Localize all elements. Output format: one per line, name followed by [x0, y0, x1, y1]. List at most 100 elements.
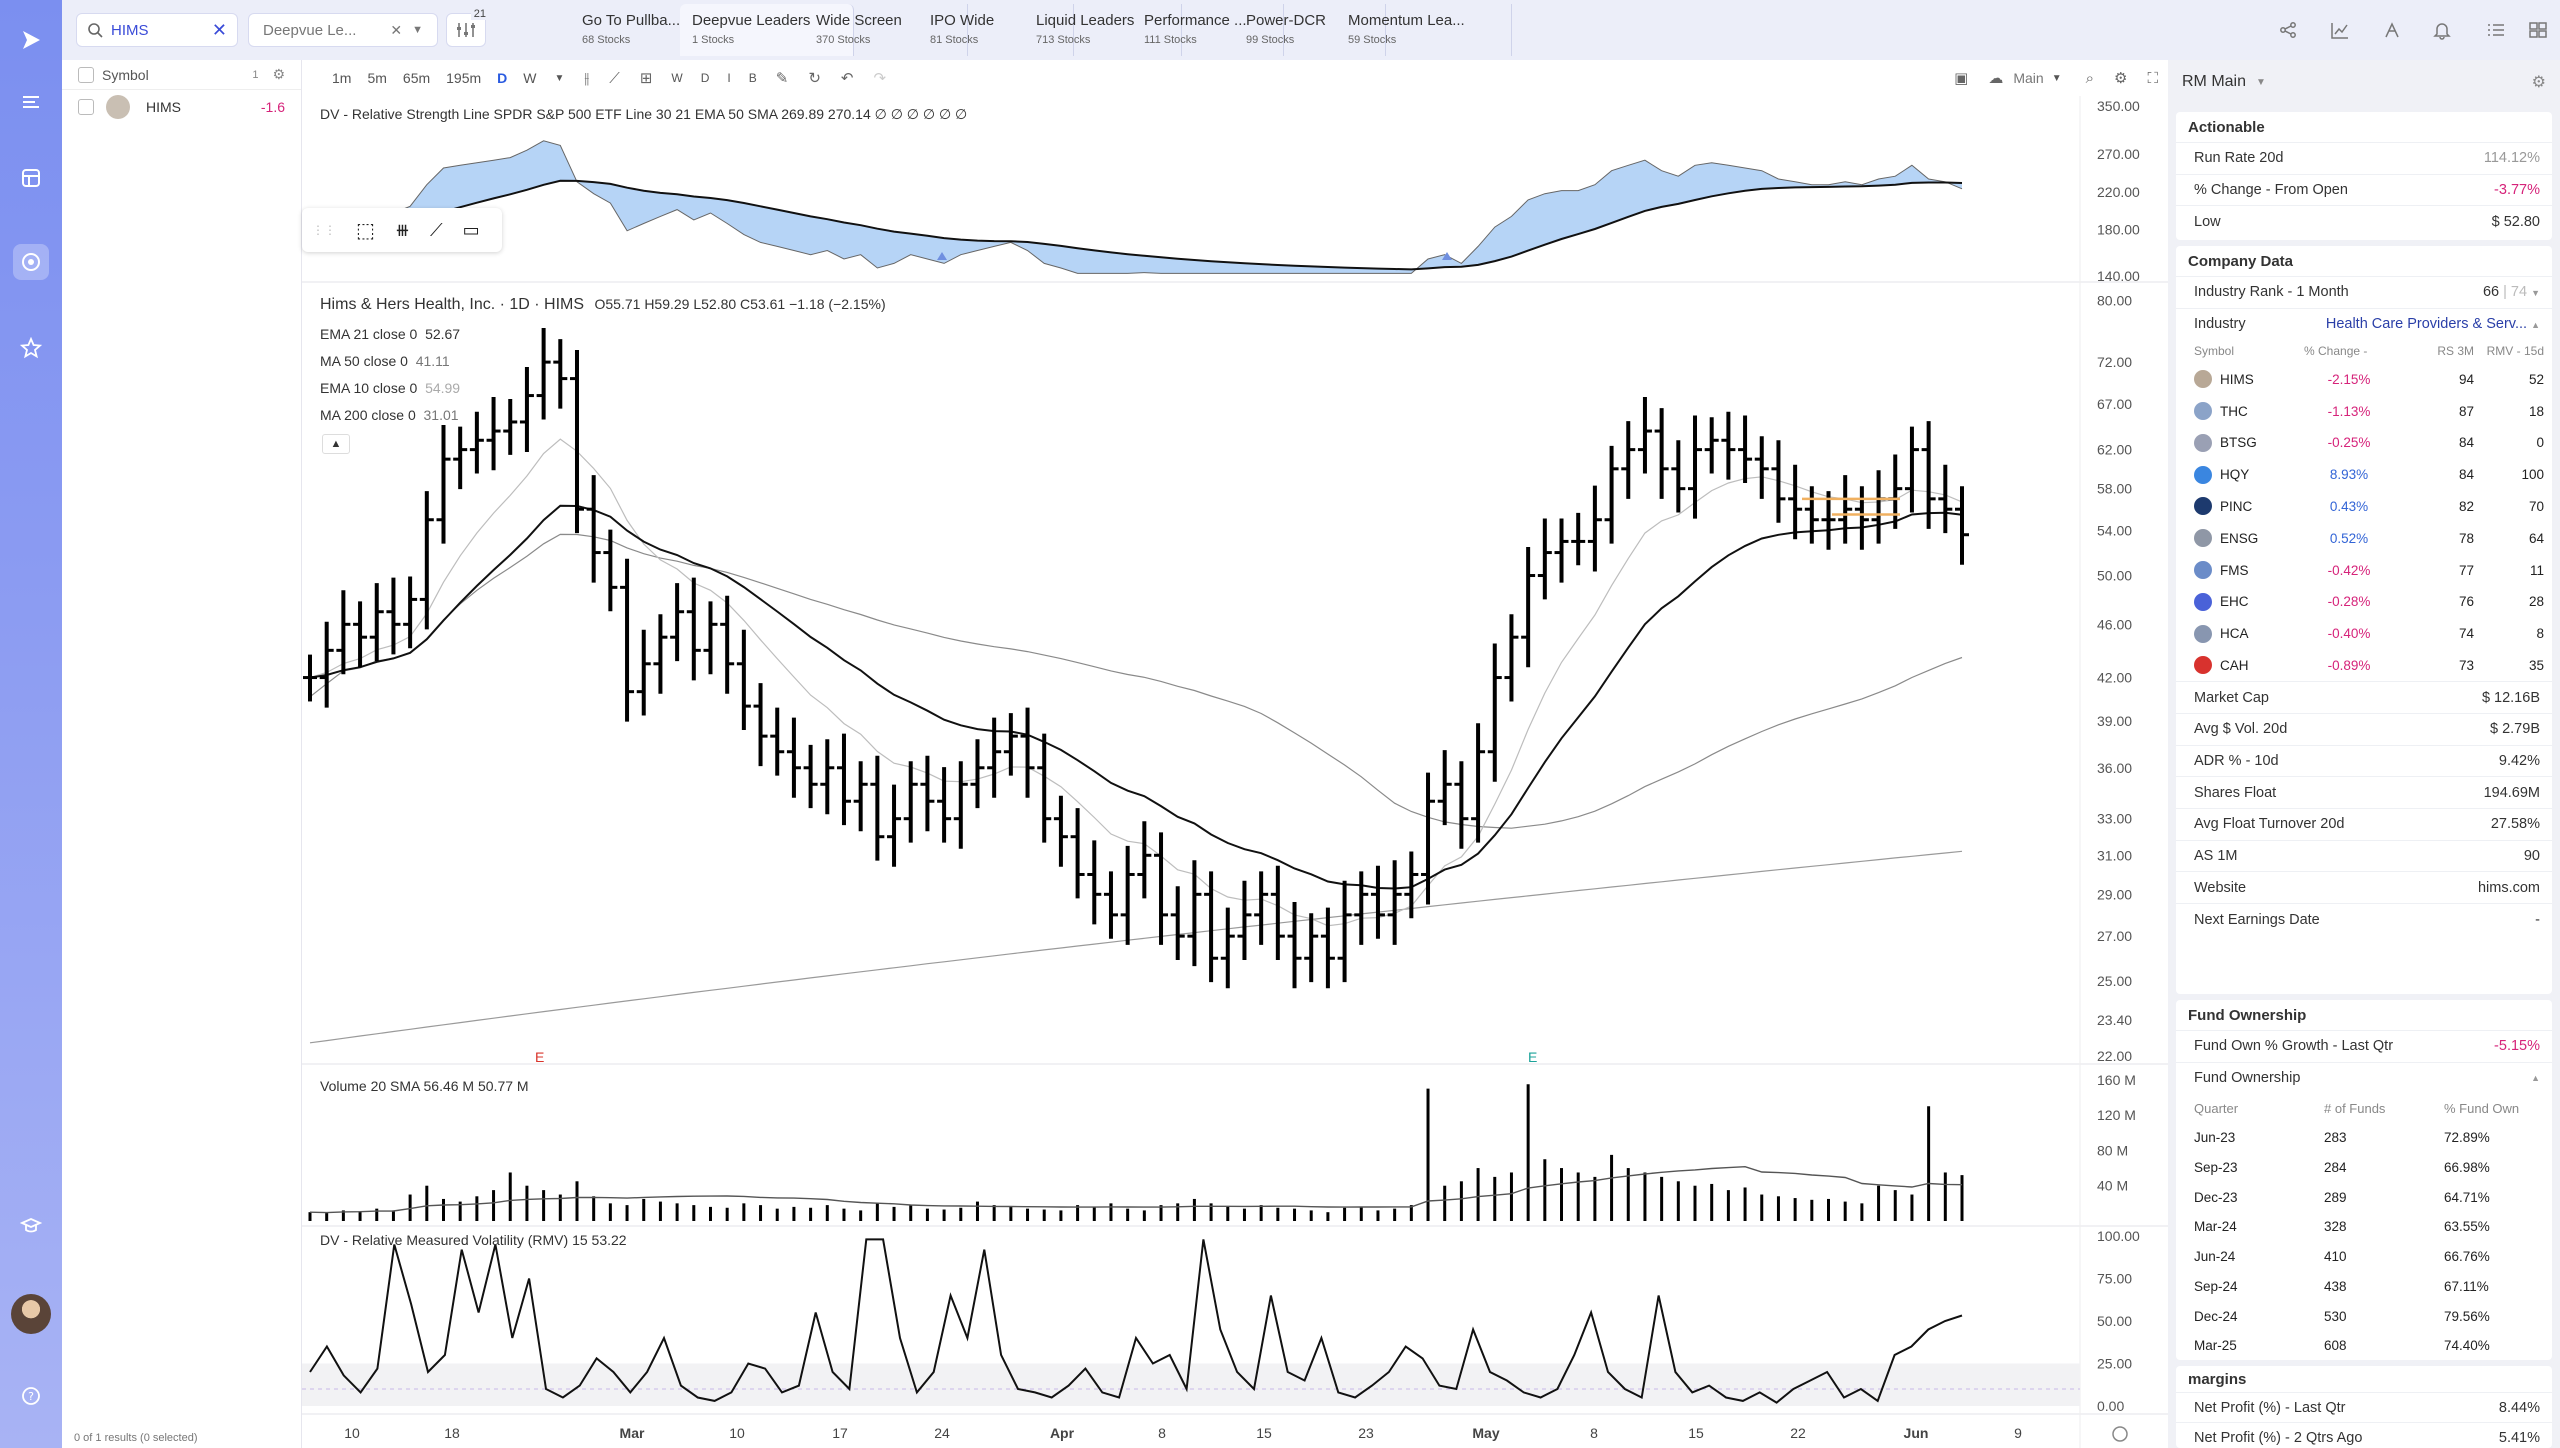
- bar-mode-button[interactable]: I: [727, 71, 731, 85]
- fib-tool-icon[interactable]: ⧻: [394, 219, 410, 240]
- layout-icon[interactable]: [13, 160, 49, 196]
- bell-icon[interactable]: [2430, 18, 2454, 42]
- peer-row[interactable]: CAH -0.89% 73 35: [2176, 650, 2552, 682]
- watchlist-tab[interactable]: Wide Screen 370 Stocks: [804, 4, 968, 56]
- education-cap-icon[interactable]: [13, 1208, 49, 1244]
- chart-settings-icon[interactable]: ⚙: [2114, 70, 2128, 87]
- peer-column-header[interactable]: RS 3M: [2437, 344, 2474, 359]
- watchlist-tab[interactable]: Momentum Lea... 59 Stocks: [1336, 4, 1512, 56]
- peer-row[interactable]: ENSG 0.52% 78 64: [2176, 522, 2552, 554]
- peer-column-header[interactable]: RMV - 15d: [2486, 344, 2544, 359]
- fund-ownership-header[interactable]: Fund Ownership: [2188, 1006, 2307, 1024]
- watchlist-select[interactable]: Deepvue Le... ✕ ▼: [248, 13, 438, 47]
- timeframe-button[interactable]: 195m: [446, 70, 482, 86]
- rectangle-tool-icon[interactable]: ⬚: [356, 219, 375, 242]
- draw-pen-icon[interactable]: ✎: [775, 70, 789, 87]
- search-input[interactable]: HIMS: [111, 21, 149, 39]
- peer-row[interactable]: FMS -0.42% 77 11: [2176, 554, 2552, 586]
- watchlist-tab[interactable]: Liquid Leaders 713 Stocks: [1024, 4, 1182, 56]
- list-view-icon[interactable]: [2484, 18, 2508, 42]
- note-tool-icon[interactable]: ▭: [462, 219, 480, 240]
- fullscreen-icon[interactable]: ⛶: [2147, 69, 2158, 87]
- layout-name[interactable]: Main: [2013, 70, 2044, 86]
- price-chart-canvas[interactable]: 80.0072.0067.0062.0058.0054.0050.0046.00…: [302, 96, 2168, 1448]
- peer-column-header[interactable]: Symbol: [2194, 344, 2235, 359]
- peer-column-header[interactable]: % Change -: [2304, 344, 2368, 359]
- company-data-header[interactable]: Company Data: [2188, 252, 2294, 270]
- peer-row[interactable]: PINC 0.43% 82 70: [2176, 491, 2552, 523]
- user-avatar[interactable]: [11, 1294, 51, 1334]
- timeframe-button[interactable]: 5m: [367, 70, 387, 86]
- chart-reset-icon[interactable]: [2112, 1426, 2128, 1442]
- peer-row[interactable]: HQY 8.93% 84 100: [2176, 459, 2552, 491]
- peer-row[interactable]: EHC -0.28% 76 28: [2176, 586, 2552, 618]
- chart-type-icon[interactable]: ⟋: [609, 69, 620, 87]
- zoom-icon[interactable]: ⌕: [2085, 69, 2095, 87]
- menu-lines-icon[interactable]: [13, 84, 49, 120]
- watchlist-tab[interactable]: Power-DCR 99 Stocks: [1234, 4, 1386, 56]
- chevron-down-icon[interactable]: ▼: [2531, 288, 2540, 299]
- radar-icon[interactable]: [13, 244, 49, 280]
- timeframe-button[interactable]: D: [497, 70, 508, 86]
- trendline-tool-icon[interactable]: ⟋: [430, 219, 443, 240]
- margins-header[interactable]: margins: [2188, 1370, 2247, 1388]
- templates-icon[interactable]: ⊞: [639, 70, 653, 87]
- refresh-icon[interactable]: ↻: [808, 70, 821, 87]
- watchlist-tab[interactable]: Deepvue Leaders 1 Stocks: [680, 4, 854, 56]
- peer-row[interactable]: HIMS -2.15% 94 52: [2176, 363, 2552, 395]
- drag-handle-icon[interactable]: ⋮⋮: [312, 223, 336, 237]
- watchlist-tab[interactable]: Performance ... 111 Stocks: [1132, 4, 1284, 56]
- select-all-checkbox[interactable]: [78, 66, 94, 83]
- timeframe-button[interactable]: 1m: [332, 70, 352, 86]
- watchlist-row[interactable]: HIMS -1.6: [62, 90, 301, 124]
- timeframe-button[interactable]: W: [523, 70, 537, 86]
- symbol-column-header[interactable]: Symbol: [102, 66, 149, 83]
- peer-rmv: 28: [2528, 594, 2544, 610]
- actionable-header[interactable]: Actionable: [2188, 118, 2265, 136]
- chevron-down-icon[interactable]: ▼: [2256, 76, 2266, 88]
- chevron-up-icon[interactable]: ▲: [2531, 1073, 2540, 1084]
- star-icon[interactable]: [13, 330, 49, 366]
- chevron-down-icon[interactable]: ▼: [554, 72, 565, 84]
- layout-panel-icon[interactable]: ▣: [1954, 70, 1969, 87]
- tools-icon[interactable]: [2380, 18, 2404, 42]
- peer-row[interactable]: HCA -0.40% 74 8: [2176, 618, 2552, 650]
- help-icon[interactable]: ?: [13, 1378, 49, 1414]
- indicators-icon[interactable]: ⫲: [584, 69, 590, 87]
- bar-mode-button[interactable]: W: [671, 71, 683, 85]
- chevron-up-icon[interactable]: ▲: [2531, 320, 2540, 331]
- fund-ownership-subheader[interactable]: Fund Ownership ▲: [2176, 1061, 2552, 1094]
- clear-search-icon[interactable]: ✕: [211, 19, 227, 40]
- earnings-marker[interactable]: E: [1528, 1049, 1537, 1065]
- chevron-down-icon[interactable]: ▼: [412, 24, 423, 36]
- rs-signal-marker[interactable]: [937, 252, 947, 260]
- panel-settings-gear-icon[interactable]: ⚙: [2531, 74, 2546, 91]
- peer-row[interactable]: THC -1.13% 87 18: [2176, 395, 2552, 427]
- rs-signal-marker[interactable]: [1442, 252, 1452, 260]
- clear-list-icon[interactable]: ✕: [390, 21, 403, 38]
- earnings-marker[interactable]: E: [535, 1049, 544, 1065]
- settings-gear-icon[interactable]: ⚙: [272, 66, 285, 82]
- metric-value[interactable]: hims.com: [2477, 879, 2540, 896]
- share-icon[interactable]: [2276, 18, 2300, 42]
- symbol-search[interactable]: HIMS ✕: [76, 13, 238, 47]
- chevron-down-icon[interactable]: ▼: [2051, 72, 2062, 84]
- line-chart-icon[interactable]: [2328, 18, 2352, 42]
- bar-mode-button[interactable]: D: [700, 71, 710, 85]
- redo-icon[interactable]: ↷: [873, 70, 887, 87]
- grid-view-icon[interactable]: [2526, 18, 2550, 42]
- industry-value[interactable]: Health Care Providers & Serv...: [2325, 316, 2528, 333]
- row-checkbox[interactable]: [78, 99, 94, 115]
- chart-area[interactable]: 80.00 72.00 67.00 62.00 58.00 54.00 50.00 46.00…: [302, 96, 2168, 1448]
- logo-play-icon[interactable]: [13, 22, 49, 58]
- watchlist-tab[interactable]: IPO Wide 81 Stocks: [918, 4, 1074, 56]
- collapse-legend-button[interactable]: ▲: [322, 434, 350, 454]
- peer-row[interactable]: BTSG -0.25% 84 0: [2176, 427, 2552, 459]
- bar-mode-button[interactable]: B: [748, 71, 757, 85]
- timeframe-button[interactable]: 65m: [402, 70, 431, 86]
- undo-icon[interactable]: ↶: [840, 70, 854, 87]
- cloud-icon[interactable]: ☁: [1988, 70, 2004, 87]
- watchlist-tab[interactable]: Go To Pullba... 68 Stocks: [570, 4, 730, 56]
- filter-button[interactable]: 21: [446, 8, 489, 47]
- panel-layout-name[interactable]: RM Main: [2182, 73, 2247, 90]
